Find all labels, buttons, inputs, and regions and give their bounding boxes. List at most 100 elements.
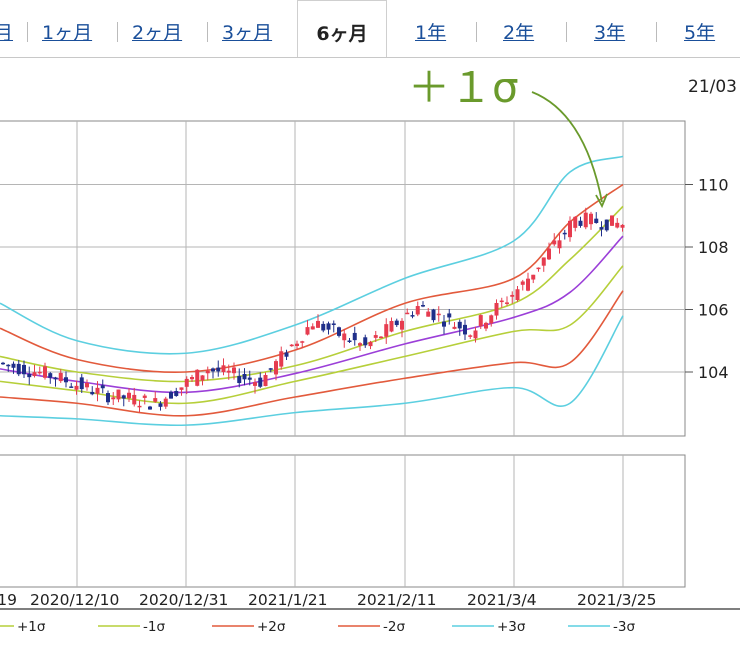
candle-body xyxy=(53,377,58,380)
candle-body xyxy=(274,361,278,375)
candle-body xyxy=(321,323,326,331)
candle-body xyxy=(541,257,546,266)
candle-body xyxy=(232,367,236,374)
legend-label: -2σ xyxy=(383,619,405,635)
tab-period-6m[interactable]: 6ヶ月 xyxy=(297,0,387,57)
legend-label: +3σ xyxy=(497,619,526,635)
candle-body xyxy=(615,222,620,228)
candle-body xyxy=(489,315,494,324)
candle-body xyxy=(499,300,504,303)
candle-body xyxy=(578,220,583,226)
legend-label: -1σ xyxy=(143,619,165,635)
tab-separator xyxy=(117,22,118,42)
tab-separator xyxy=(207,22,208,42)
candle-body xyxy=(58,372,63,382)
candle-body xyxy=(557,240,562,249)
candle-body xyxy=(190,377,194,380)
candle-body xyxy=(426,311,431,317)
tab-period-2m[interactable]: 2ヶ月 xyxy=(132,22,183,44)
candle-body xyxy=(153,398,158,402)
candle-body xyxy=(562,232,567,235)
candle-body xyxy=(373,335,378,338)
candle-body xyxy=(174,390,179,396)
candle-body xyxy=(148,406,152,410)
candle-body xyxy=(326,323,331,330)
candle-body xyxy=(305,327,310,335)
x-tick-label: 2021/2/11 xyxy=(357,591,436,609)
candle-body xyxy=(253,382,257,386)
candle-body xyxy=(352,332,357,341)
plus-one-sigma-annotation: ＋１σ xyxy=(408,63,519,112)
legend-label: +1σ xyxy=(17,619,46,635)
period-tab-bar: 月 1ヶ月 2ヶ月 3ヶ月 6ヶ月 1年 2年 3年 5年 xyxy=(0,0,740,58)
candle-body xyxy=(11,363,16,368)
candle-body xyxy=(431,309,436,321)
candle-body xyxy=(405,312,410,315)
x-tick-label: 2021/1/21 xyxy=(248,591,327,609)
tab-period-3y[interactable]: 3年 xyxy=(594,22,626,44)
candle-body xyxy=(22,364,26,375)
tab-period-0[interactable]: 月 xyxy=(0,22,14,44)
candle-body xyxy=(436,313,441,316)
candle-body xyxy=(526,278,530,291)
candle-body xyxy=(121,395,126,399)
candle-body xyxy=(384,324,389,337)
candle-body xyxy=(289,344,294,347)
candle-body xyxy=(594,218,599,223)
candle-body xyxy=(100,385,105,389)
candle-body xyxy=(205,370,210,374)
tab-separator xyxy=(566,22,567,42)
x-axis-labels: /19 2020/12/10 2020/12/31 2021/1/21 2021/2/1… xyxy=(0,591,740,610)
candle-body xyxy=(6,364,11,367)
candle-body xyxy=(415,306,420,315)
candle-body xyxy=(389,321,394,332)
y-tick-label: 108 xyxy=(698,238,729,257)
minus-1-sigma-line xyxy=(0,265,624,405)
candle-body xyxy=(226,370,231,373)
candle-body xyxy=(447,313,452,318)
legend-label: +2σ xyxy=(257,619,286,635)
tab-period-2y[interactable]: 2年 xyxy=(503,22,535,44)
candle-body xyxy=(284,352,289,357)
candle-body xyxy=(242,373,247,380)
y-tick-label: 110 xyxy=(698,176,729,195)
tab-separator xyxy=(656,22,657,42)
main-panel-frame xyxy=(0,120,686,437)
candle-body xyxy=(510,294,515,297)
candle-body xyxy=(90,391,95,395)
candle-body xyxy=(279,351,284,367)
candle-body xyxy=(310,326,315,330)
legend: +1σ -1σ +2σ -2σ +3σ -3σ xyxy=(0,619,635,635)
candle-body xyxy=(69,386,74,388)
x-tick-label: 2021/3/4 xyxy=(467,591,537,609)
candle-body xyxy=(473,330,478,339)
tab-period-1m[interactable]: 1ヶ月 xyxy=(42,22,93,44)
candle-body xyxy=(620,224,625,228)
candle-body xyxy=(1,362,5,365)
y-axis-ticks: 104 106 108 110 xyxy=(685,176,729,382)
candle-body xyxy=(583,212,588,228)
minus-2-sigma-line xyxy=(0,290,624,417)
candle-body xyxy=(48,373,53,378)
candle-body xyxy=(368,341,373,347)
candle-body xyxy=(142,395,147,398)
candle-body xyxy=(337,327,341,336)
x-tick-label: 2020/12/10 xyxy=(30,591,119,609)
candle-body xyxy=(37,371,42,374)
x-tick-label: 2020/12/31 xyxy=(139,591,228,609)
tab-period-1y[interactable]: 1年 xyxy=(415,22,447,44)
candle-body xyxy=(74,385,79,390)
candle-body xyxy=(211,368,215,372)
candle-body xyxy=(200,375,205,381)
tab-period-3m[interactable]: 3ヶ月 xyxy=(222,22,273,44)
candle-body xyxy=(400,320,404,330)
candle-body xyxy=(410,315,415,317)
candle-body xyxy=(195,369,200,386)
x-tick-label: /19 xyxy=(0,591,17,609)
candle-body xyxy=(363,337,368,346)
y-tick-label: 104 xyxy=(698,363,729,382)
plus-3-sigma-line xyxy=(0,155,624,355)
candle-body xyxy=(331,323,336,326)
candle-body xyxy=(316,320,320,328)
tab-period-5y[interactable]: 5年 xyxy=(684,22,716,44)
